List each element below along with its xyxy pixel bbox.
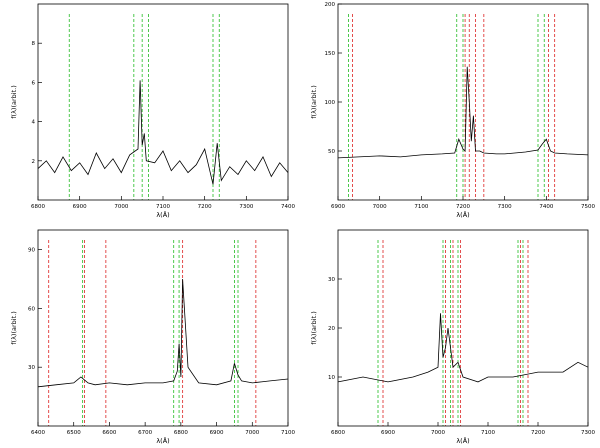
plot-frame <box>37 229 289 427</box>
x-axis-label: λ(Å) <box>456 210 469 219</box>
x-tick-label: 6700 <box>138 430 152 436</box>
y-tick-label: 20 <box>328 326 335 332</box>
x-tick-label: 7300 <box>239 204 253 210</box>
y-tick-label: 30 <box>328 277 335 283</box>
spectrum-trace <box>337 313 589 383</box>
x-axis-label: λ(Å) <box>156 436 169 445</box>
y-axis-label: f(λ)(arbit.) <box>10 85 18 118</box>
y-tick-label: 50 <box>328 149 335 155</box>
spectrum-trace <box>37 80 289 185</box>
x-tick-label: 7100 <box>281 430 295 436</box>
x-axis-label: λ(Å) <box>456 436 469 445</box>
x-tick-label: 6400 <box>31 430 45 436</box>
x-tick-label: 7200 <box>198 204 212 210</box>
x-tick-label: 7300 <box>581 430 595 436</box>
y-tick-label: 10 <box>328 375 335 381</box>
y-tick-label: 100 <box>325 100 336 106</box>
plot-frame <box>337 229 589 427</box>
x-tick-label: 7500 <box>581 204 595 210</box>
y-tick-label: 90 <box>28 248 35 254</box>
y-axis-label: f(λ)(arbit.) <box>10 311 18 344</box>
y-tick-label: 8 <box>32 41 36 47</box>
x-tick-label: 7000 <box>373 204 387 210</box>
x-tick-label: 6900 <box>73 204 87 210</box>
x-tick-label: 7400 <box>281 204 295 210</box>
y-tick-label: 150 <box>325 51 336 57</box>
spectrum-trace <box>37 278 289 388</box>
x-tick-label: 6500 <box>67 430 81 436</box>
y-tick-label: 4 <box>32 120 36 126</box>
x-tick-label: 6600 <box>102 430 116 436</box>
x-tick-label: 7300 <box>498 204 512 210</box>
x-tick-label: 7000 <box>245 430 259 436</box>
x-tick-label: 7100 <box>414 204 428 210</box>
y-tick-label: 60 <box>28 306 35 312</box>
x-tick-label: 6800 <box>331 430 345 436</box>
x-tick-label: 6900 <box>381 430 395 436</box>
x-tick-label: 7100 <box>156 204 170 210</box>
y-tick-label: 200 <box>325 2 336 8</box>
x-tick-label: 6900 <box>210 430 224 436</box>
y-tick-label: 30 <box>28 365 35 371</box>
x-tick-label: 6800 <box>174 430 188 436</box>
spectrum-trace <box>337 66 589 159</box>
y-axis-label: f(λ)(arbit.) <box>310 85 318 118</box>
x-tick-label: 6800 <box>31 204 45 210</box>
y-tick-label: 6 <box>32 80 36 86</box>
x-axis-label: λ(Å) <box>156 210 169 219</box>
x-tick-label: 7000 <box>114 204 128 210</box>
x-tick-label: 6900 <box>331 204 345 210</box>
x-tick-label: 7200 <box>531 430 545 436</box>
y-tick-label: 2 <box>32 159 36 165</box>
x-tick-label: 7100 <box>481 430 495 436</box>
x-tick-label: 7000 <box>431 430 445 436</box>
x-tick-label: 7400 <box>539 204 553 210</box>
x-tick-label: 7200 <box>456 204 470 210</box>
y-axis-label: f(λ)(arbit.) <box>310 311 318 344</box>
